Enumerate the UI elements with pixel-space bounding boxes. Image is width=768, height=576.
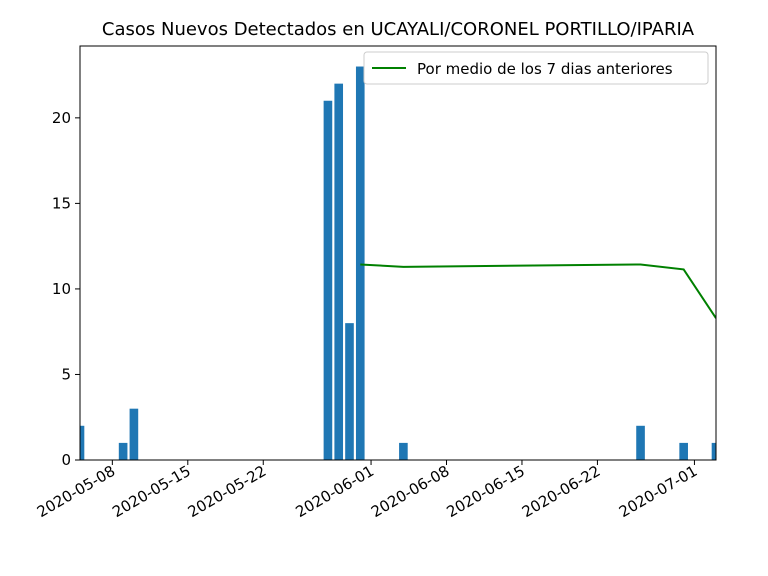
bar: [323, 100, 333, 460]
legend-label: Por medio de los 7 dias anteriores: [417, 60, 673, 78]
bar: [636, 425, 645, 460]
x-tick-label: 2020-05-08: [34, 462, 119, 521]
y-tick-label: 10: [52, 280, 71, 298]
x-tick-label: 2020-05-15: [109, 462, 194, 521]
x-tick-label: 2020-05-22: [185, 462, 270, 521]
y-axis: 0 5 10 15 20: [52, 109, 80, 469]
bar: [80, 425, 85, 460]
legend: Por medio de los 7 dias anteriores: [363, 51, 709, 85]
y-tick-label: 15: [52, 194, 71, 212]
bar: [118, 442, 128, 460]
x-tick-label: 2020-07-01: [616, 462, 701, 521]
y-tick-label: 20: [52, 109, 71, 127]
bar: [399, 442, 408, 460]
plot-frame: [79, 45, 717, 461]
x-tick-label: 2020-06-15: [443, 462, 528, 521]
line-group: [360, 263, 716, 319]
bar: [355, 66, 365, 460]
bar: [711, 442, 716, 460]
x-tick-label: 2020-06-08: [368, 462, 453, 521]
x-tick-label: 2020-06-01: [293, 462, 378, 521]
y-tick-label: 0: [61, 451, 71, 469]
bar: [679, 442, 688, 460]
y-tick-label: 5: [61, 365, 71, 383]
bar: [345, 323, 354, 460]
legend-box: [363, 51, 709, 85]
bar: [334, 83, 344, 460]
bars-group: [80, 66, 716, 460]
series-line: [360, 263, 716, 319]
chart-title: Casos Nuevos Detectados en UCAYALI/CORON…: [102, 19, 695, 40]
x-tick-label: 2020-06-22: [519, 462, 604, 521]
bar: [129, 408, 139, 460]
